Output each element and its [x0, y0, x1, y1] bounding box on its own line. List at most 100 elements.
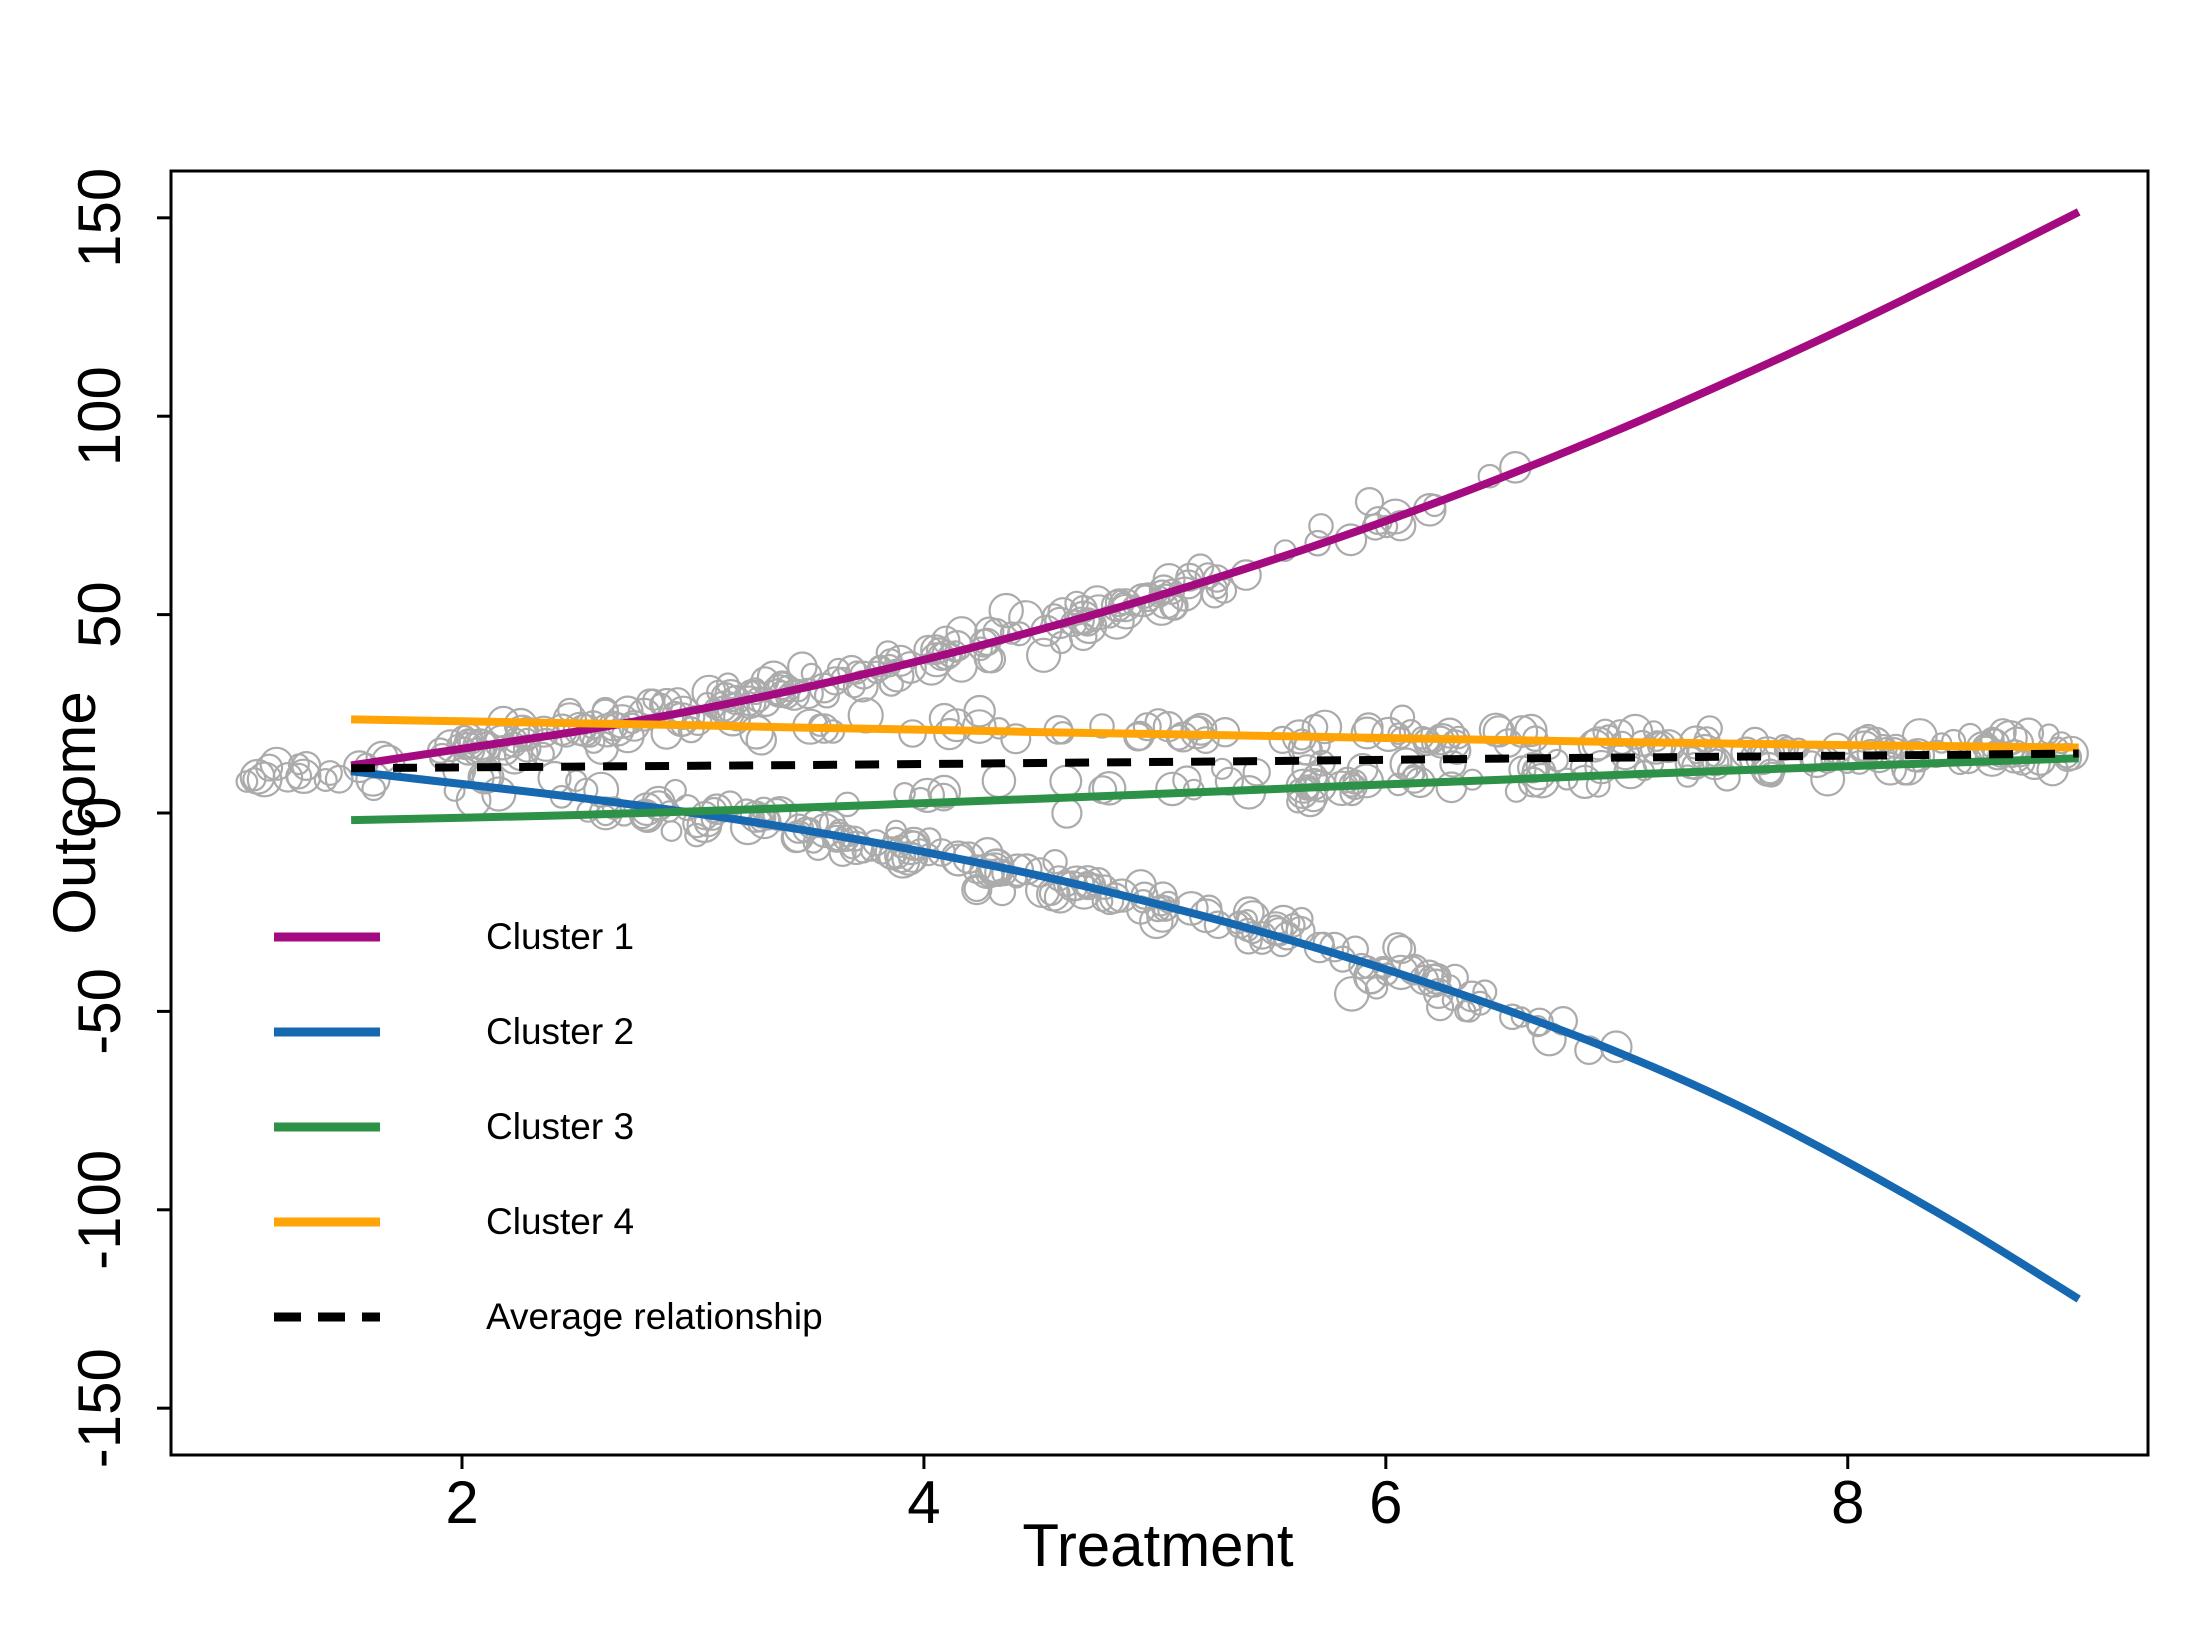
scatter-point: [684, 822, 709, 848]
scatter-point: [909, 777, 946, 814]
scatter-point: [272, 761, 304, 793]
scatter-point: [939, 708, 974, 743]
scatter-point: [1454, 999, 1477, 1023]
axes-frame: [157, 169, 2150, 1469]
scatter-point: [313, 767, 338, 792]
legend-item-cluster3: Cluster 3: [272, 1079, 823, 1174]
x-tick-label: 2: [445, 1469, 478, 1536]
scatter-point: [1307, 709, 1343, 745]
scatter-point: [1389, 704, 1416, 730]
legend-item-label: Cluster 3: [486, 1105, 635, 1147]
scatter-point: [1088, 775, 1118, 805]
scatter-point: [2049, 731, 2073, 755]
scatter-point: [1191, 726, 1220, 754]
legend-item-cluster2: Cluster 2: [272, 984, 823, 1079]
scatter-point: [878, 671, 904, 697]
y-tick-label: -150: [66, 1348, 133, 1468]
x-tick-label: 4: [907, 1469, 940, 1536]
series-line-average-relationship: [351, 749, 2079, 773]
legend: Cluster 1 Cluster 2 Cluster 3 Cluster 4 …: [272, 889, 823, 1364]
scatter-point: [1051, 797, 1083, 829]
scatter-point: [1425, 993, 1455, 1022]
cluster-lines: [350, 208, 2081, 1303]
series-line-cluster-2: [350, 767, 2081, 1303]
scatter-point: [1095, 886, 1125, 916]
scatter-point: [1334, 976, 1370, 1012]
scatter-point: [875, 640, 901, 665]
scatter-point: [1439, 750, 1467, 778]
scatter-point: [716, 672, 740, 696]
legend-item-average: Average relationship: [272, 1269, 823, 1364]
scatter-point: [882, 826, 909, 853]
legend-item-label: Cluster 1: [486, 915, 635, 957]
scatter-point: [583, 771, 620, 808]
scatter-point: [1567, 764, 1603, 800]
scatter-point: [988, 878, 1017, 907]
scatter-point: [286, 758, 322, 795]
scatter-point: [739, 714, 774, 750]
legend-line-swatch: [274, 932, 380, 941]
legend-line-swatch: [274, 1312, 380, 1321]
scatter-point: [1089, 713, 1115, 739]
scatter-point: [317, 760, 343, 786]
scatter-point: [981, 763, 1017, 799]
tick-labels: 2 4 6 8 -150 -100 -50 0 50 100 150: [66, 168, 1864, 1536]
scatter-point: [927, 774, 962, 809]
scatter-point: [489, 734, 521, 766]
y-tick-label: -50: [66, 968, 133, 1055]
legend-line-swatch: [274, 1217, 380, 1226]
plot-border: [169, 169, 2150, 1457]
scatter-point: [1352, 958, 1389, 995]
scatter-point: [660, 820, 683, 842]
scatter-point: [642, 688, 665, 711]
y-axis-title: Outcome: [41, 691, 108, 935]
scatter-point: [1377, 498, 1414, 535]
scatter-point: [1810, 761, 1846, 797]
series-line-cluster-4: [351, 715, 2079, 752]
scatter-point: [1596, 724, 1622, 750]
scatter-point: [1042, 849, 1068, 875]
x-tick-label: 8: [1831, 1469, 1864, 1536]
scatter-point: [913, 634, 944, 665]
legend-line-swatch: [274, 1122, 380, 1131]
scatter-point: [1800, 750, 1823, 773]
legend-item-label: Average relationship: [486, 1295, 823, 1337]
scatter-point: [1435, 771, 1468, 804]
legend-item-label: Cluster 4: [486, 1200, 635, 1242]
y-tick-label: 150: [66, 168, 133, 268]
scatter-point: [1132, 712, 1162, 742]
scatter-point: [1049, 764, 1083, 798]
y-tick-label: 100: [66, 366, 133, 466]
legend-item-cluster4: Cluster 4: [272, 1174, 823, 1269]
y-tick-label: 50: [66, 581, 133, 648]
scatter-point: [246, 761, 283, 798]
legend-line-swatch: [274, 1027, 380, 1036]
scatter-point: [1354, 487, 1385, 517]
scatter-point: [885, 819, 908, 842]
scatter-point: [1382, 932, 1413, 963]
y-tick-label: 0: [66, 796, 133, 829]
series-line-cluster-3: [351, 754, 2079, 825]
scatter-point: [663, 778, 687, 802]
scatter-point: [1091, 770, 1127, 806]
scatter-point: [287, 753, 310, 776]
x-axis-title: Treatment: [1022, 1512, 1294, 1579]
scatter-point: [988, 592, 1024, 629]
scatter-point: [1516, 752, 1549, 784]
legend-item-cluster1: Cluster 1: [272, 889, 823, 984]
scatter-point: [1389, 747, 1423, 781]
scatter-point: [1049, 630, 1074, 655]
scatter-point: [1308, 513, 1334, 539]
scatter-point: [1025, 637, 1062, 673]
scatter-point: [1384, 510, 1417, 542]
scatter-point: [781, 820, 815, 853]
scatter-point: [1900, 738, 1936, 773]
scatter-point: [786, 651, 818, 682]
x-tick-label: 6: [1369, 1469, 1402, 1536]
scatter-point: [242, 767, 267, 792]
scatter-point: [1146, 900, 1179, 933]
scatter-point: [1350, 716, 1384, 750]
legend-item-label: Cluster 2: [486, 1010, 635, 1052]
